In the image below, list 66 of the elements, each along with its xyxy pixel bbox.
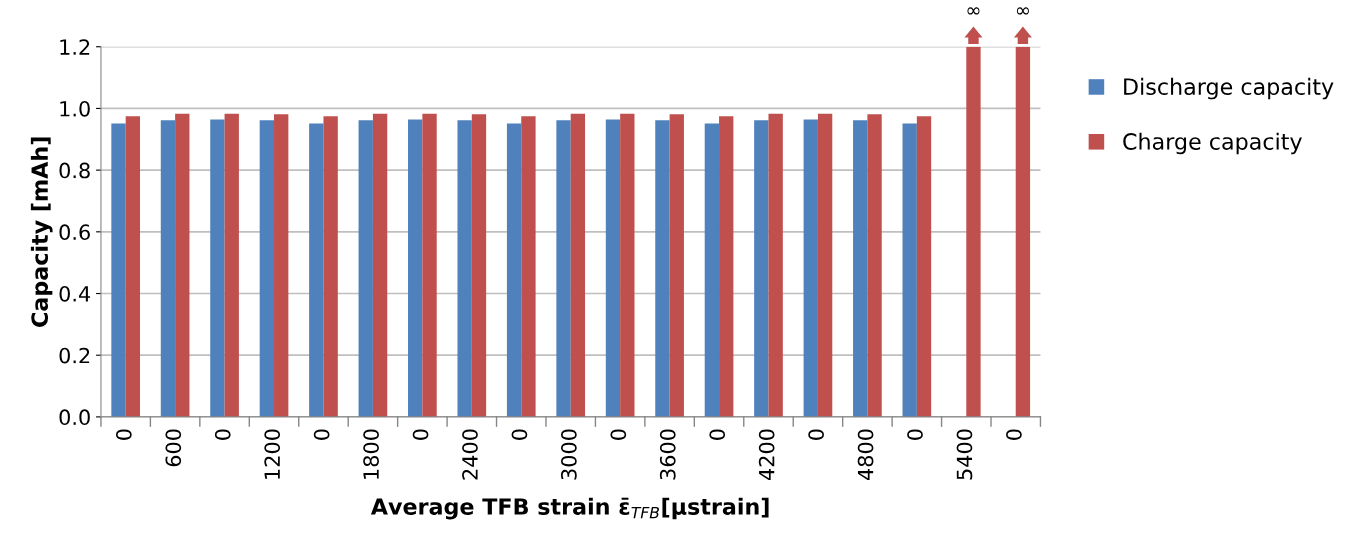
x-tick-label: 0 — [511, 429, 528, 440]
bar — [719, 116, 734, 417]
x-tick-label: 0 — [115, 429, 132, 440]
bar — [358, 120, 373, 417]
bar — [372, 113, 388, 417]
x-tick-label: 5400 — [956, 429, 973, 480]
y-axis-title: Capacity [mAh] — [30, 137, 53, 327]
y-tick-label: 0.8 — [59, 162, 90, 179]
x-tick-label: 600 — [165, 429, 182, 467]
bar — [259, 120, 275, 417]
bar — [274, 114, 289, 417]
x-axis-title: Average TFB strain ε̄$_{TFB}$[µstrain] — [370, 497, 769, 520]
x-tick-label: 1200 — [264, 429, 281, 479]
bar — [125, 116, 141, 417]
bar — [210, 119, 225, 417]
x-tick-label: 0 — [709, 429, 726, 440]
bar — [655, 120, 670, 417]
x-tick-label: 4800 — [857, 429, 874, 481]
bar — [521, 116, 536, 417]
bar — [323, 116, 338, 417]
bar — [457, 120, 472, 417]
bar — [754, 120, 769, 417]
bar — [111, 123, 126, 417]
bar — [506, 123, 522, 417]
bar — [768, 113, 783, 417]
bar — [570, 113, 586, 417]
bar — [605, 119, 621, 417]
bar — [902, 123, 917, 417]
bar — [916, 116, 932, 417]
bar — [175, 113, 190, 417]
bar — [556, 120, 571, 417]
x-tick-label: 0 — [1006, 429, 1022, 440]
bar — [853, 120, 868, 417]
x-tick-label: 4200 — [758, 429, 775, 481]
y-tick-label: 0.2 — [59, 347, 90, 364]
bar — [867, 114, 882, 417]
x-tick-label: 0 — [313, 429, 330, 440]
x-tick-label: 0 — [214, 429, 231, 440]
bar — [803, 119, 818, 417]
legend-label: Discharge capacity — [1124, 77, 1334, 100]
x-tick-label: 0 — [907, 429, 923, 440]
data-label: ∞ — [967, 7, 980, 15]
x-tick-label: 0 — [412, 429, 429, 440]
y-tick-label: 1.2 — [60, 39, 90, 55]
bar — [309, 123, 324, 417]
x-tick-label: 3000 — [560, 429, 577, 480]
x-tick-label: 1800 — [363, 429, 379, 479]
y-tick-label: 0.0 — [59, 409, 90, 426]
x-tick-label: 3600 — [659, 429, 676, 480]
bar — [408, 119, 423, 417]
x-tick-label: 2400 — [462, 429, 478, 480]
bar — [471, 114, 487, 417]
bar — [704, 123, 720, 417]
legend-label: Charge capacity — [1123, 132, 1302, 155]
bar — [669, 114, 684, 417]
bar — [620, 113, 635, 417]
y-tick-label: 0.6 — [59, 224, 90, 241]
y-tick-label: 0.4 — [59, 285, 91, 302]
bar — [224, 113, 239, 417]
bar — [422, 113, 437, 417]
x-tick-label: 0 — [610, 429, 627, 440]
x-tick-label: 0 — [808, 429, 824, 440]
bar — [160, 120, 176, 417]
data-label: ∞ — [1016, 7, 1029, 15]
y-tick-label: 1.0 — [60, 100, 90, 117]
bar — [817, 113, 833, 417]
